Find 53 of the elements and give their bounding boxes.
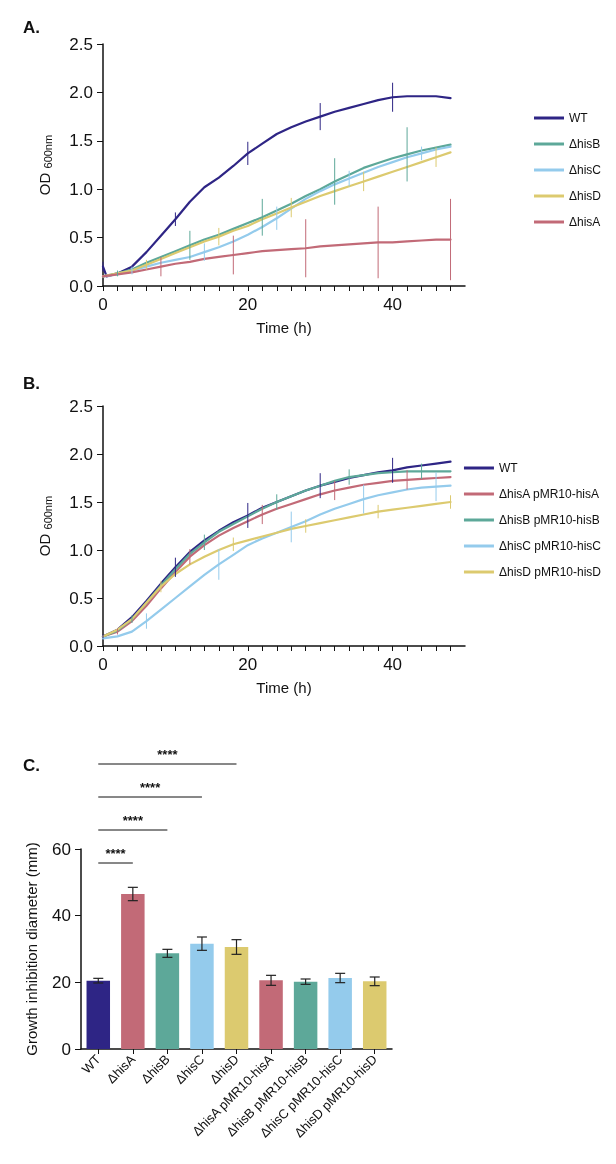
chart-title: C.: [23, 756, 40, 775]
y-tick-label: 2.0: [69, 82, 93, 102]
bar: [86, 980, 111, 1049]
y-tick-label: 0.5: [69, 228, 93, 248]
bar: [328, 978, 352, 1049]
x-tick-label: 0: [98, 295, 108, 314]
y-tick-label: 40: [52, 906, 71, 926]
chart-title: A.: [23, 18, 40, 37]
y-tick-label: 1.5: [69, 131, 93, 151]
bar: [121, 894, 145, 1049]
text: ****: [139, 780, 162, 795]
annotation: ****: [105, 846, 127, 861]
legend-label: ΔhisC: [568, 163, 602, 177]
y-axis-title: Growth inhibition diameter (mm): [23, 842, 40, 1056]
y-tick-label: 0.5: [69, 588, 93, 608]
x-tick-label: 40: [383, 655, 403, 674]
y-tick-label: 20: [52, 972, 71, 992]
y-tick-label: 2.5: [69, 396, 93, 416]
legend-label: WT: [498, 461, 519, 475]
legend-label: WT: [568, 111, 589, 125]
legend-label: ΔhisB pMR10-hisB: [498, 513, 600, 527]
legend-label: ΔhisD: [568, 189, 602, 203]
y-tick-label: 1.0: [69, 179, 93, 199]
x-tick-label: 0: [98, 655, 108, 674]
x-axis-title: Time (h): [256, 319, 312, 336]
y-tick-label: 1.5: [69, 492, 93, 512]
bar: [259, 980, 283, 1049]
legend-label: ΔhisB: [568, 137, 601, 151]
legend-label: ΔhisA pMR10-hisA: [498, 487, 600, 501]
x-tick-label: 20: [238, 295, 258, 314]
bar: [224, 947, 249, 1049]
bar: [155, 953, 180, 1049]
y-tick-label: 0.0: [69, 276, 93, 296]
x-axis-title: Time (h): [256, 679, 312, 696]
text: ****: [157, 747, 179, 762]
bar: [362, 981, 387, 1049]
y-tick-label: 2.0: [69, 444, 93, 464]
legend-label: ΔhisD pMR10-hisD: [498, 565, 602, 579]
text: ****: [122, 813, 144, 828]
legend-label: ΔhisA: [568, 215, 601, 229]
bar: [293, 981, 318, 1049]
y-axis-title: OD 600nm: [36, 495, 54, 557]
y-tick-label: 2.5: [69, 34, 93, 54]
y-tick-label: 1.0: [69, 540, 93, 560]
legend-label: ΔhisC pMR10-hisC: [498, 539, 602, 553]
x-tick-label: 20: [238, 655, 258, 674]
x-tick-label: WT: [78, 1051, 104, 1077]
chart-title: B.: [23, 374, 40, 393]
y-axis-title: OD 600nm: [36, 134, 54, 196]
x-tick-label: 40: [383, 295, 403, 314]
bar: [190, 943, 214, 1049]
y-tick-label: 0.0: [69, 636, 93, 656]
y-tick-label: 60: [52, 839, 71, 859]
